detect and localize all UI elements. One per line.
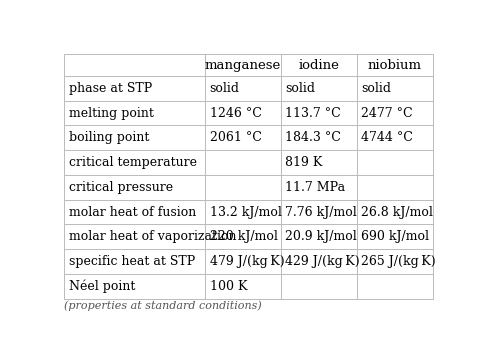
Text: specific heat at STP: specific heat at STP [69,255,195,268]
Bar [64,224,205,249]
Text: 113.7 °C: 113.7 °C [285,107,341,120]
Text: iodine: iodine [298,59,339,71]
Text: phase at STP: phase at STP [69,82,152,95]
Bar [280,76,356,101]
Bar [64,101,205,125]
Bar [64,274,205,299]
Bar [205,249,280,274]
Bar [356,54,432,76]
Bar [205,274,280,299]
Bar [280,224,356,249]
Bar [356,125,432,150]
Bar [356,101,432,125]
Bar [205,224,280,249]
Bar [64,200,205,224]
Bar [356,76,432,101]
Bar [280,150,356,175]
Text: critical pressure: critical pressure [69,181,173,194]
Text: critical temperature: critical temperature [69,156,197,169]
Bar [356,249,432,274]
Bar [280,274,356,299]
Text: solid: solid [361,82,391,95]
Text: melting point: melting point [69,107,153,120]
Text: molar heat of vaporization: molar heat of vaporization [69,230,236,243]
Bar [280,200,356,224]
Bar [64,249,205,274]
Bar [356,224,432,249]
Text: Néel point: Néel point [69,280,135,293]
Text: solid: solid [285,82,315,95]
Text: (properties at standard conditions): (properties at standard conditions) [64,300,261,311]
Text: 429 J/(kg K): 429 J/(kg K) [285,255,359,268]
Text: 479 J/(kg K): 479 J/(kg K) [209,255,284,268]
Text: 11.7 MPa: 11.7 MPa [285,181,345,194]
Text: 26.8 kJ/mol: 26.8 kJ/mol [361,206,432,219]
Text: 220 kJ/mol: 220 kJ/mol [209,230,277,243]
Bar [205,76,280,101]
Text: 7.76 kJ/mol: 7.76 kJ/mol [285,206,357,219]
Text: 100 K: 100 K [209,280,246,293]
Bar [205,125,280,150]
Bar [280,54,356,76]
Text: manganese: manganese [204,59,281,71]
Bar [280,125,356,150]
Text: solid: solid [209,82,239,95]
Bar [64,150,205,175]
Text: 2061 °C: 2061 °C [209,131,261,144]
Bar [205,175,280,200]
Text: 20.9 kJ/mol: 20.9 kJ/mol [285,230,357,243]
Bar [280,101,356,125]
Text: boiling point: boiling point [69,131,149,144]
Bar [205,150,280,175]
Bar [205,101,280,125]
Bar [280,175,356,200]
Text: 1246 °C: 1246 °C [209,107,261,120]
Bar [64,125,205,150]
Text: molar heat of fusion: molar heat of fusion [69,206,196,219]
Bar [356,150,432,175]
Bar [64,76,205,101]
Text: niobium: niobium [367,59,421,71]
Bar [280,249,356,274]
Bar [205,54,280,76]
Text: 265 J/(kg K): 265 J/(kg K) [361,255,435,268]
Bar [356,200,432,224]
Text: 4744 °C: 4744 °C [361,131,412,144]
Text: 184.3 °C: 184.3 °C [285,131,341,144]
Bar [356,274,432,299]
Bar [64,175,205,200]
Text: 819 K: 819 K [285,156,322,169]
Bar [205,200,280,224]
Text: 2477 °C: 2477 °C [361,107,412,120]
Bar [64,54,205,76]
Bar [356,175,432,200]
Text: 13.2 kJ/mol: 13.2 kJ/mol [209,206,281,219]
Text: 690 kJ/mol: 690 kJ/mol [361,230,428,243]
